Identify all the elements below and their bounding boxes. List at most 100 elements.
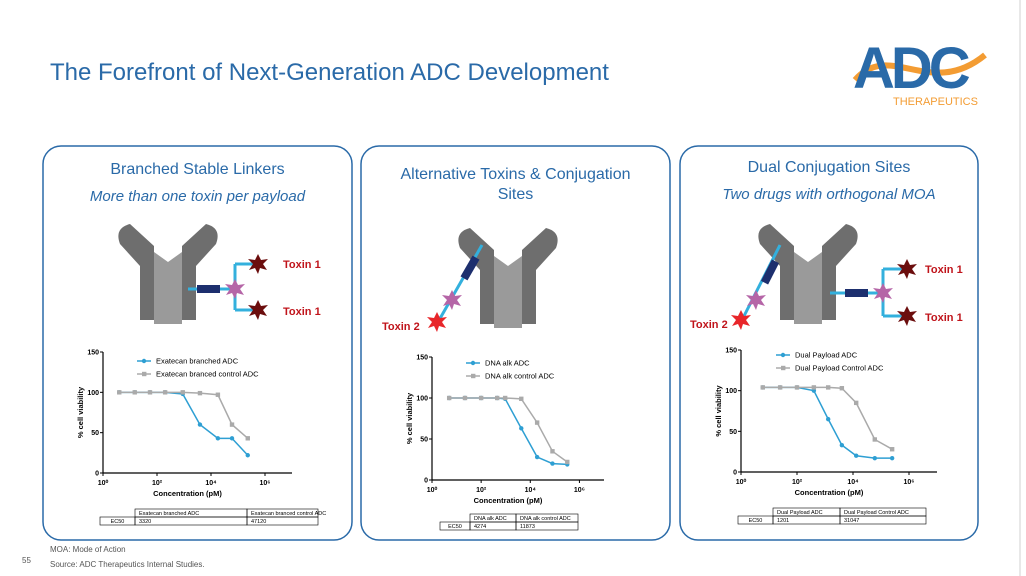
legend-label: Dual Payload Control ADC bbox=[795, 364, 884, 373]
data-point bbox=[180, 390, 185, 395]
data-point bbox=[853, 400, 859, 406]
linker-block bbox=[197, 285, 220, 293]
y-tick-label: 100 bbox=[416, 396, 428, 403]
panel-subheading: Two drugs with orthogonal MOA bbox=[722, 186, 936, 203]
data-point bbox=[777, 385, 783, 390]
y-tick-label: 0 bbox=[733, 470, 737, 477]
table-cell bbox=[839, 515, 927, 525]
data-point bbox=[147, 390, 153, 395]
logo-text: ADC bbox=[853, 36, 970, 101]
linker-block bbox=[845, 289, 868, 297]
toxin-label: Toxin 1 bbox=[283, 259, 321, 271]
table-text: DNA alk ADC bbox=[474, 516, 507, 522]
x-tick-label: 10² bbox=[792, 479, 803, 486]
data-point bbox=[502, 395, 508, 401]
data-point bbox=[794, 385, 800, 390]
table-cell bbox=[515, 521, 579, 531]
data-point bbox=[760, 385, 765, 390]
y-tick-label: 50 bbox=[91, 430, 99, 437]
data-point bbox=[889, 447, 895, 452]
table-text: 4274 bbox=[474, 524, 486, 530]
data-point bbox=[462, 395, 468, 401]
legend-marker bbox=[780, 352, 786, 358]
y-axis-label: % cell viability bbox=[405, 392, 414, 444]
x-tick-label: 10⁶ bbox=[259, 480, 270, 487]
data-point bbox=[565, 459, 570, 465]
table-text: Exatecan branched ADC bbox=[139, 511, 199, 517]
y-tick-label: 0 bbox=[424, 478, 428, 485]
data-point bbox=[197, 390, 203, 396]
table-cell bbox=[246, 516, 319, 526]
data-point bbox=[519, 426, 524, 431]
panel-heading: Branched Stable Linkers bbox=[110, 161, 285, 178]
panel-subheading: More than one toxin per payload bbox=[89, 188, 306, 205]
toxin-label: Toxin 2 bbox=[382, 321, 420, 333]
data-point bbox=[245, 453, 250, 458]
x-tick-label: 10² bbox=[152, 480, 163, 487]
table-text: 47120 bbox=[251, 519, 266, 525]
table-text: Exatecan branced control ADC bbox=[251, 511, 326, 517]
footnote: MOA: Mode of Action bbox=[50, 545, 126, 554]
data-point bbox=[534, 454, 540, 460]
y-tick-label: 150 bbox=[416, 355, 428, 362]
y-tick-label: 150 bbox=[87, 350, 99, 357]
panel bbox=[360, 145, 671, 541]
panel-heading: Alternative Toxins & Conjugation Sites bbox=[400, 166, 631, 203]
legend-label: Exatecan branched ADC bbox=[156, 357, 239, 366]
data-point bbox=[229, 436, 235, 441]
x-tick-label: 10⁰ bbox=[736, 478, 747, 486]
data-point bbox=[839, 386, 845, 391]
data-point bbox=[162, 390, 168, 395]
legend-label: Dual Payload ADC bbox=[795, 351, 858, 360]
table-text: 1201 bbox=[777, 518, 789, 524]
panel bbox=[679, 145, 979, 541]
x-tick-label: 10⁶ bbox=[574, 487, 585, 494]
table-text: Dual Payload Control ADC bbox=[844, 510, 909, 516]
y-axis-label: % cell viability bbox=[714, 385, 723, 437]
table-text: 3320 bbox=[139, 519, 151, 525]
data-point bbox=[215, 436, 221, 441]
legend-marker bbox=[471, 373, 476, 379]
data-point bbox=[478, 395, 484, 401]
x-tick-label: 10⁰ bbox=[427, 486, 438, 494]
x-tick-label: 10² bbox=[476, 487, 487, 494]
legend-marker bbox=[470, 360, 476, 366]
data-point bbox=[494, 395, 500, 401]
data-point bbox=[245, 436, 250, 441]
data-point bbox=[197, 422, 203, 427]
toxin-label: Toxin 2 bbox=[690, 319, 728, 331]
linker bbox=[740, 244, 782, 321]
x-axis-label: Concentration (pM) bbox=[153, 489, 222, 498]
data-point bbox=[215, 392, 221, 397]
table-text: Dual Payload ADC bbox=[777, 510, 823, 516]
linker-block bbox=[460, 255, 480, 281]
legend-marker bbox=[141, 358, 147, 364]
data-point bbox=[825, 385, 831, 390]
footnote: Source: ADC Therapeutics Internal Studie… bbox=[50, 560, 205, 569]
data-point bbox=[872, 455, 877, 461]
logo-swoosh bbox=[852, 52, 987, 83]
legend-marker bbox=[142, 371, 147, 377]
y-tick-label: 100 bbox=[87, 390, 99, 397]
table-text: EC50 bbox=[749, 518, 763, 524]
legend-label: DNA alk control ADC bbox=[485, 372, 555, 381]
panel bbox=[42, 145, 353, 541]
data-point bbox=[889, 455, 895, 461]
toxin-label: Toxin 1 bbox=[283, 306, 321, 318]
data-point bbox=[132, 390, 137, 395]
y-tick-label: 100 bbox=[725, 388, 737, 395]
page-number: 55 bbox=[22, 556, 31, 565]
data-point bbox=[550, 449, 555, 454]
panel-heading: Dual Conjugation Sites bbox=[747, 159, 911, 176]
data-point bbox=[811, 385, 817, 390]
toxin-label: Toxin 1 bbox=[925, 264, 963, 276]
data-point bbox=[446, 395, 452, 401]
x-axis-label: Concentration (pM) bbox=[795, 488, 864, 497]
x-tick-label: 10⁰ bbox=[98, 479, 109, 487]
logo-subtitle: THERAPEUTICS bbox=[893, 96, 978, 108]
data-point bbox=[229, 422, 235, 427]
x-tick-label: 10⁴ bbox=[525, 487, 537, 494]
y-tick-label: 50 bbox=[729, 429, 737, 436]
data-point bbox=[839, 442, 845, 448]
